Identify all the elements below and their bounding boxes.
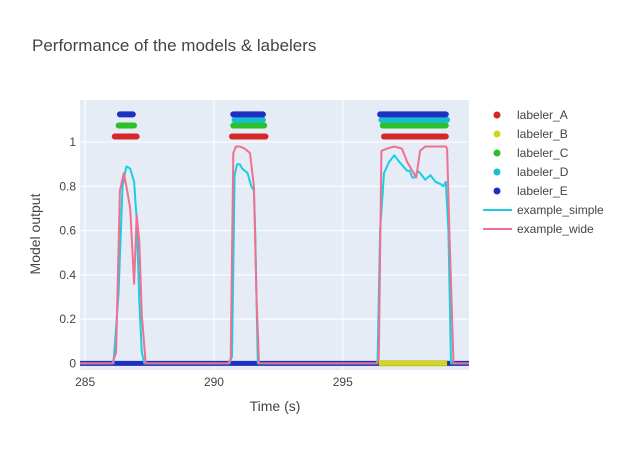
series-line-example_wide — [80, 145, 469, 365]
y-tick-label: 1 — [69, 135, 76, 149]
legend-item-example_simple[interactable]: example_simple — [517, 203, 604, 217]
legend-marker — [493, 168, 501, 176]
legend-item-labeler_A[interactable]: labeler_A — [517, 108, 568, 122]
y-axis-title: Model output — [27, 193, 43, 274]
legend-item-labeler_C[interactable]: labeler_C — [517, 146, 569, 160]
x-tick-label: 290 — [204, 375, 224, 389]
chart-title: Performance of the models & labelers — [32, 36, 316, 55]
legend-marker — [493, 187, 501, 195]
y-tick-label: 0 — [69, 356, 76, 370]
legend-item-labeler_D[interactable]: labeler_D — [517, 165, 569, 179]
legend[interactable]: labeler_A labeler_B labeler_C labeler_Dlabe… — [483, 108, 604, 236]
legend-marker — [493, 149, 501, 157]
x-tick-label: 285 — [75, 375, 95, 389]
x-axis-title: Time (s) — [250, 398, 301, 414]
legend-item-labeler_B[interactable]: labeler_B — [517, 127, 568, 141]
y-tick-label: 0.2 — [59, 312, 76, 326]
y-tick-label: 0.8 — [59, 179, 76, 193]
legend-marker — [493, 130, 501, 138]
plot-area — [80, 100, 469, 370]
data-marks — [80, 111, 469, 367]
y-tick-label: 0.4 — [59, 268, 76, 282]
legend-item-labeler_E[interactable]: labeler_E — [517, 184, 568, 198]
legend-marker — [493, 111, 501, 119]
legend-item-example_wide[interactable]: example_wide — [517, 222, 594, 236]
tick-labels: 285 290 295 0 0.2 0.4 0.6 0.8 1 — [59, 135, 353, 389]
x-tick-label: 295 — [333, 375, 353, 389]
y-tick-label: 0.6 — [59, 224, 76, 238]
